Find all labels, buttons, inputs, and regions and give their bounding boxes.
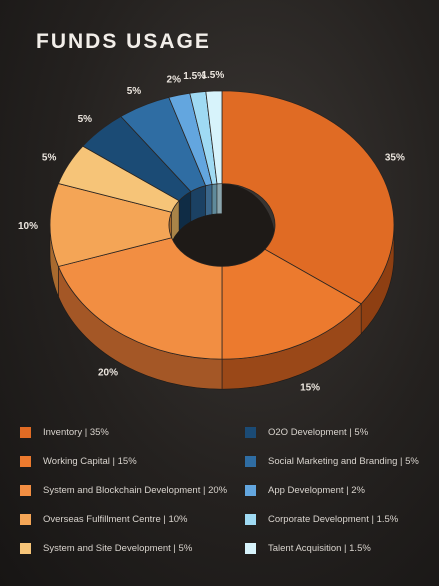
- legend-item-social-marketing: Social Marketing and Branding | 5%: [245, 447, 425, 476]
- legend-item-inventory: Inventory | 35%: [20, 418, 245, 447]
- legend-item-talent-acquisition: Talent Acquisition | 1.5%: [245, 534, 425, 563]
- slice-label-talent-acquisition: 1.5%: [201, 70, 224, 81]
- legend-swatch: [245, 514, 256, 525]
- legend-label: System and Blockchain Development | 20%: [43, 485, 228, 496]
- slice-label-corporate-development: 1.5%: [183, 71, 206, 82]
- legend-swatch: [20, 485, 31, 496]
- legend-label: Corporate Development | 1.5%: [268, 514, 399, 525]
- slice-label-overseas-fulfillment-centre: 10%: [18, 221, 38, 232]
- legend-label: Talent Acquisition | 1.5%: [268, 543, 371, 554]
- legend-swatch: [245, 427, 256, 438]
- legend-label: Social Marketing and Branding | 5%: [268, 456, 419, 467]
- legend-swatch: [245, 456, 256, 467]
- slice-working-capital: [221, 248, 362, 360]
- legend-label: App Development | 2%: [268, 485, 365, 496]
- legend-label: Inventory | 35%: [43, 427, 109, 438]
- slice-label-inventory: 35%: [385, 152, 405, 163]
- legend-item-overseas-fulfillment: Overseas Fulfillment Centre | 10%: [20, 505, 245, 534]
- slice-inner-app-development: [205, 184, 213, 217]
- slice-label-app-development: 2%: [167, 74, 182, 85]
- chart-legend: Inventory | 35% O2O Development | 5% Wor…: [20, 418, 425, 563]
- slice-label-social-marketing-and-branding: 5%: [127, 86, 142, 97]
- legend-swatch: [20, 456, 31, 467]
- legend-item-o2o-development: O2O Development | 5%: [245, 418, 425, 447]
- legend-label: O2O Development | 5%: [268, 427, 369, 438]
- legend-item-system-blockchain: System and Blockchain Development | 20%: [20, 476, 245, 505]
- slice-inventory: [221, 90, 395, 305]
- legend-swatch: [245, 543, 256, 554]
- legend-item-system-site-development: System and Site Development | 5%: [20, 534, 245, 563]
- chart-title: FUNDS USAGE: [36, 30, 211, 53]
- legend-item-app-development: App Development | 2%: [245, 476, 425, 505]
- legend-swatch: [20, 543, 31, 554]
- slice-system-and-blockchain-development: [57, 237, 223, 360]
- legend-item-corporate-development: Corporate Development | 1.5%: [245, 505, 425, 534]
- slice-label-o2o-development: 5%: [78, 114, 93, 125]
- slice-talent-acquisition: [205, 90, 223, 185]
- slice-inner-talent-acquisition: [216, 183, 223, 215]
- legend-swatch: [245, 485, 256, 496]
- legend-label: Working Capital | 15%: [43, 456, 137, 467]
- legend-item-working-capital: Working Capital | 15%: [20, 447, 245, 476]
- slice-inner-social-marketing-and-branding: [190, 185, 206, 222]
- slice-inner-corporate-development: [211, 183, 218, 215]
- donut-chart: 35%15%20%10%5%5%5%2% 1.5%1.5%: [18, 70, 405, 394]
- slice-label-working-capital: 15%: [300, 383, 320, 394]
- legend-label: System and Site Development | 5%: [43, 543, 193, 554]
- legend-swatch: [20, 427, 31, 438]
- slice-label-system-and-site-development: 5%: [42, 152, 57, 163]
- slice-label-system-and-blockchain-development: 20%: [98, 368, 118, 379]
- legend-swatch: [20, 514, 31, 525]
- legend-label: Overseas Fulfillment Centre | 10%: [43, 514, 188, 525]
